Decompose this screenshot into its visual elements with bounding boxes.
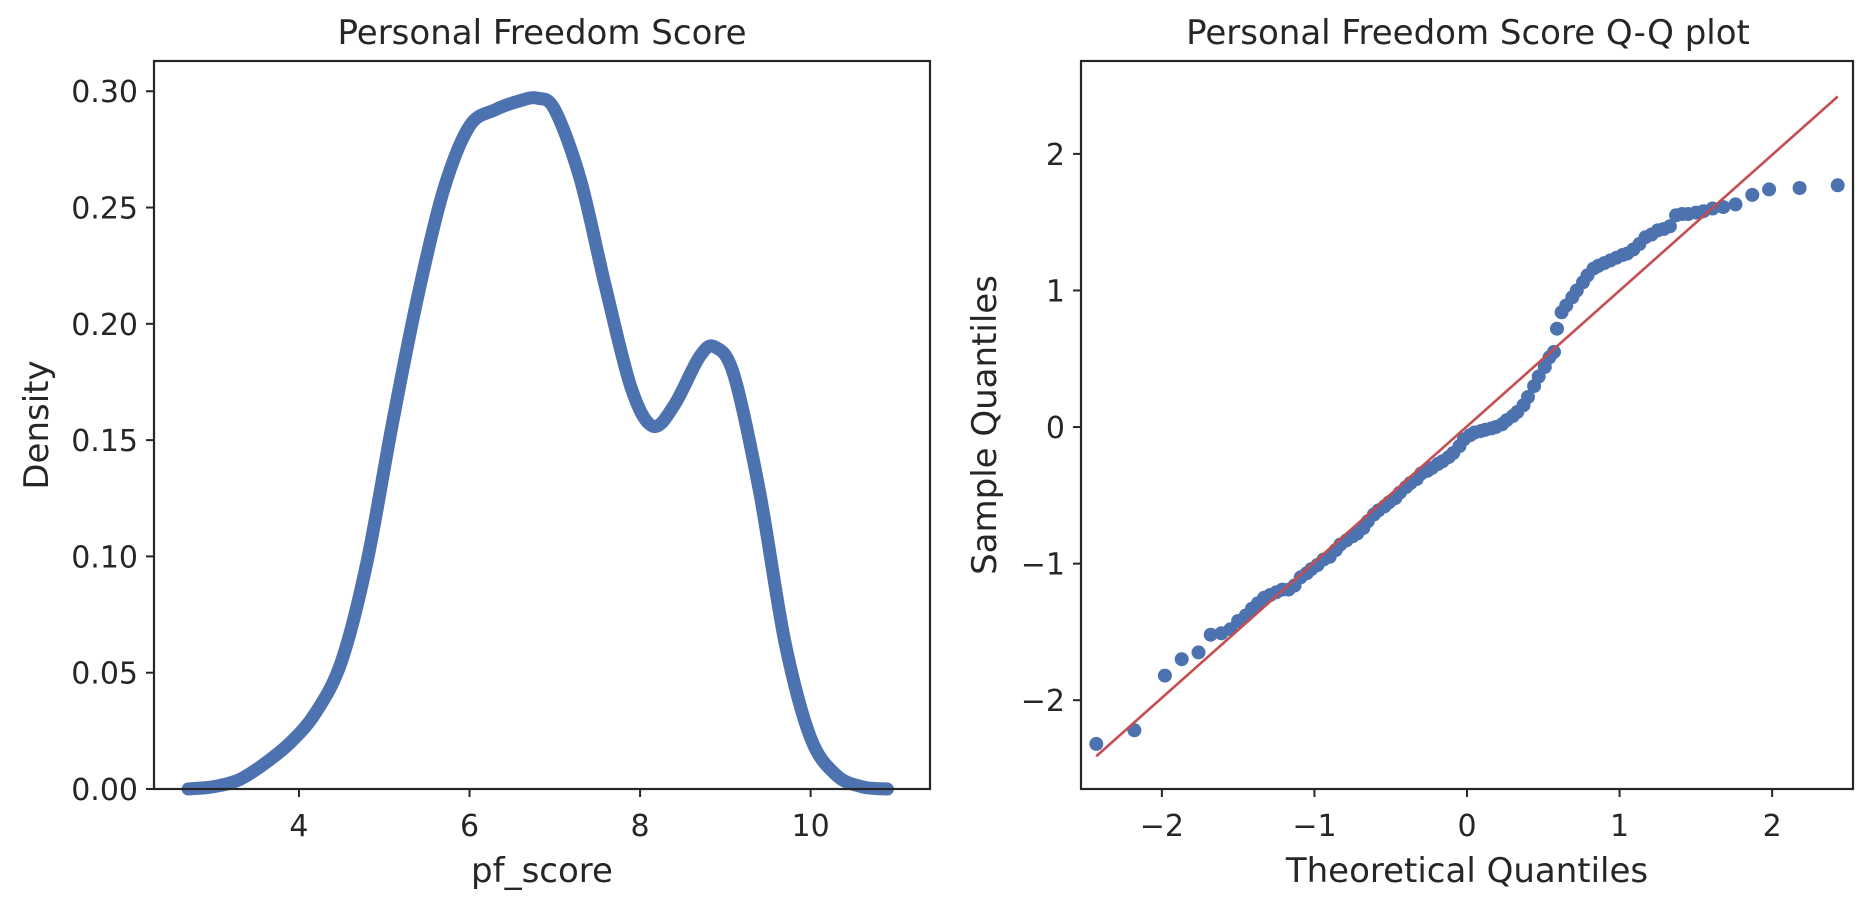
- qq-point: [1089, 736, 1104, 751]
- qq-x-axis-label: Theoretical Quantiles: [1285, 851, 1648, 891]
- qq-point: [1521, 390, 1535, 404]
- kde-x-tick-label: 6: [460, 809, 479, 844]
- kde-density-line: [181, 91, 894, 796]
- qq-x-tick-label: −1: [1292, 809, 1336, 844]
- qq-y-tick-label: 0: [1046, 411, 1065, 446]
- kde-title: Personal Freedom Score: [337, 13, 746, 53]
- qq-y-tick-label: −1: [1021, 548, 1065, 583]
- qq-x-tick-label: 0: [1457, 809, 1476, 844]
- kde-y-tick-label: 0.05: [71, 657, 138, 692]
- kde-y-tick-label: 0.30: [71, 75, 138, 110]
- qq-panel: Personal Freedom Score Q-Q plot −2−1012 …: [965, 13, 1855, 891]
- qq-point: [1174, 652, 1189, 667]
- kde-y-ticks: 0.00 0.05 0.10 0.15 0.20 0.25 0.30: [71, 75, 154, 808]
- qq-x-tick-label: −2: [1140, 809, 1184, 844]
- kde-panel: Personal Freedom Score 0.000.050.100.150…: [17, 13, 932, 891]
- kde-y-tick-label: 0.00: [71, 773, 138, 808]
- qq-point: [1550, 321, 1564, 336]
- qq-point: [1745, 187, 1760, 202]
- kde-y-axis-label: Density: [17, 360, 57, 489]
- qq-x-tick-label: 1: [1610, 809, 1629, 844]
- kde-x-tick-label: 10: [792, 809, 830, 844]
- qq-point: [1830, 178, 1845, 193]
- kde-x-ticks: 4 6 8 10: [289, 789, 830, 844]
- qq-y-ticks: −2 −1 0 1 2: [1021, 138, 1081, 719]
- qq-point: [1716, 200, 1731, 215]
- qq-plot-frame: [1079, 59, 1855, 791]
- qq-y-axis-label: Sample Quantiles: [965, 275, 1005, 575]
- qq-sample-points: [1089, 178, 1845, 751]
- qq-point: [1792, 181, 1807, 195]
- qq-y-tick-label: 2: [1046, 138, 1065, 173]
- qq-x-ticks: −2 −1 0 1 2: [1140, 789, 1782, 844]
- qq-reference-line: [1095, 95, 1839, 758]
- qq-y-tick-label: −2: [1021, 684, 1065, 719]
- kde-x-axis-label: pf_score: [471, 851, 613, 891]
- qq-point: [1191, 645, 1206, 660]
- qq-point: [1728, 197, 1743, 212]
- kde-y-tick-label: 0.15: [71, 424, 138, 459]
- kde-x-tick-label: 4: [289, 809, 308, 844]
- qq-y-tick-label: 1: [1046, 274, 1065, 309]
- qq-x-tick-label: 2: [1763, 809, 1782, 844]
- kde-y-tick-label: 0.10: [71, 540, 138, 575]
- kde-plot-frame: [152, 59, 932, 791]
- qq-point: [1662, 219, 1677, 234]
- kde-y-tick-label: 0.25: [71, 192, 138, 227]
- qq-point: [1547, 344, 1561, 359]
- qq-point: [1762, 182, 1777, 197]
- qq-title: Personal Freedom Score Q-Q plot: [1186, 13, 1750, 53]
- kde-y-tick-label: 0.20: [71, 308, 138, 343]
- qq-point: [1203, 627, 1218, 642]
- qq-point: [1157, 668, 1172, 683]
- kde-x-tick-label: 8: [631, 809, 650, 844]
